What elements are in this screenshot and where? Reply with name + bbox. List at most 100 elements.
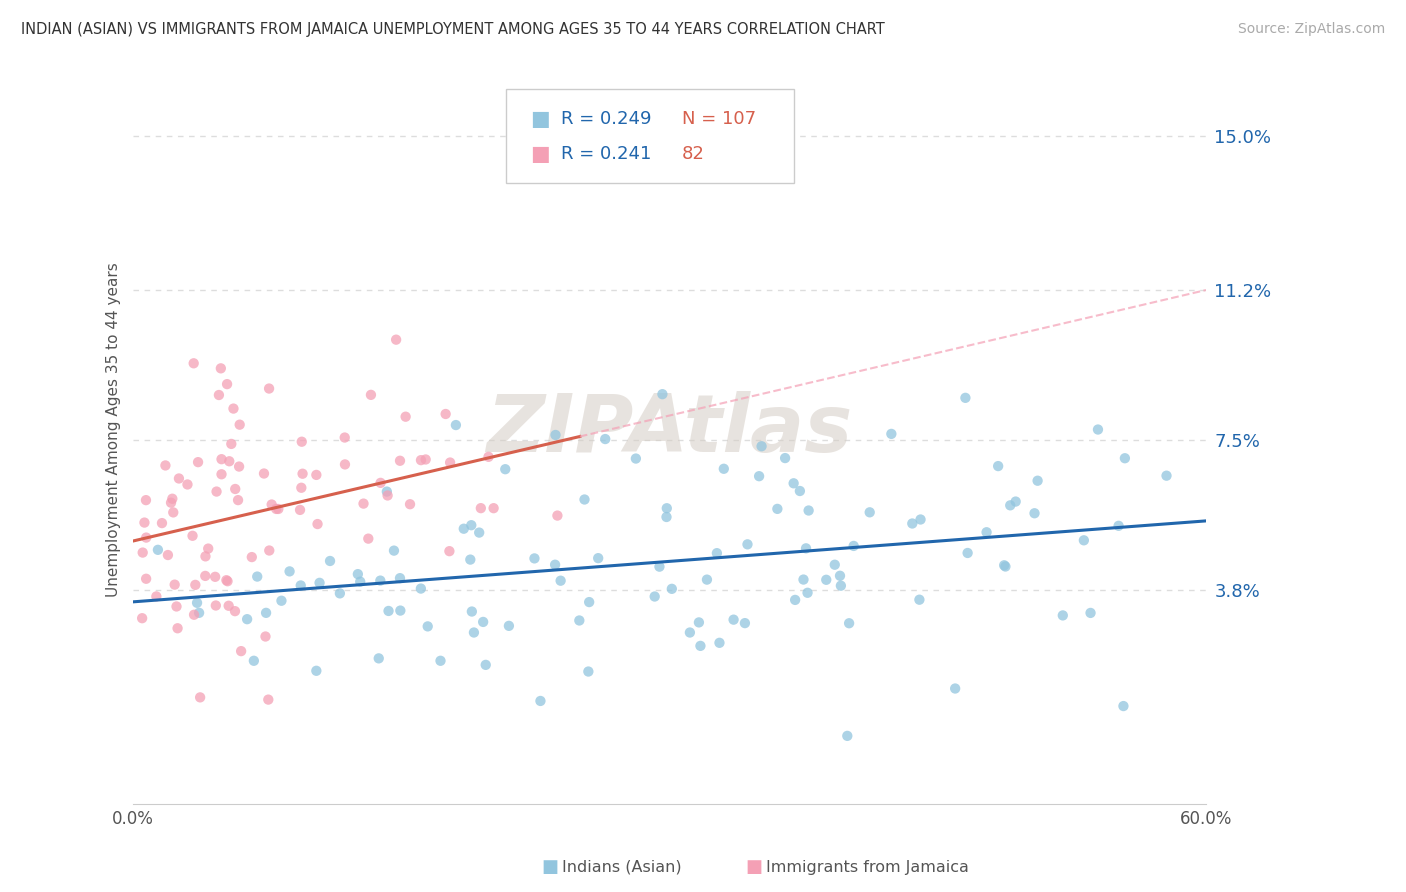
Point: [1052, 608, 1074, 623]
Point: [910, 512, 932, 526]
Point: [529, 694, 551, 708]
Point: [205, 484, 228, 499]
Point: [131, 611, 153, 625]
Point: [253, 467, 276, 481]
Point: [463, 625, 485, 640]
Point: [792, 573, 814, 587]
Point: [815, 573, 838, 587]
Point: [1073, 533, 1095, 548]
Point: [160, 496, 183, 510]
Point: [259, 543, 281, 558]
Point: [349, 574, 371, 589]
Point: [187, 455, 209, 469]
Text: R = 0.241: R = 0.241: [561, 145, 651, 163]
Point: [166, 621, 188, 635]
Point: [307, 517, 329, 532]
Point: [797, 503, 820, 517]
Point: [713, 462, 735, 476]
Point: [976, 525, 998, 540]
Point: [291, 467, 314, 481]
Point: [824, 558, 846, 572]
Point: [859, 505, 882, 519]
Point: [228, 459, 250, 474]
Point: [197, 541, 219, 556]
Point: [444, 418, 467, 433]
Text: ■: ■: [530, 109, 550, 128]
Point: [644, 590, 666, 604]
Point: [236, 612, 259, 626]
Point: [181, 529, 204, 543]
Point: [908, 592, 931, 607]
Point: [224, 482, 246, 496]
Point: [166, 599, 188, 614]
Point: [578, 595, 600, 609]
Point: [987, 459, 1010, 474]
Point: [319, 554, 342, 568]
Text: R = 0.249: R = 0.249: [561, 110, 651, 128]
Point: [377, 488, 399, 502]
Point: [734, 616, 756, 631]
Point: [439, 544, 461, 558]
Point: [544, 428, 567, 442]
Point: [224, 604, 246, 618]
Point: [254, 630, 277, 644]
Point: [468, 525, 491, 540]
Point: [254, 606, 277, 620]
Point: [782, 476, 804, 491]
Point: [785, 593, 807, 607]
Point: [830, 579, 852, 593]
Point: [229, 644, 252, 658]
Point: [194, 549, 217, 564]
Point: [308, 575, 330, 590]
Point: [460, 552, 482, 566]
Point: [377, 604, 399, 618]
Point: [176, 477, 198, 491]
Point: [290, 481, 312, 495]
Point: [1080, 606, 1102, 620]
Point: [205, 599, 228, 613]
Point: [243, 654, 266, 668]
Point: [1112, 699, 1135, 714]
Point: [461, 605, 484, 619]
Point: [838, 616, 860, 631]
Point: [1087, 423, 1109, 437]
Point: [264, 502, 287, 516]
Point: [709, 636, 731, 650]
Text: 82: 82: [682, 145, 704, 163]
Point: [651, 387, 673, 401]
Point: [394, 409, 416, 424]
Point: [388, 571, 411, 585]
Text: ■: ■: [745, 858, 762, 876]
Point: [240, 550, 263, 565]
Point: [1000, 499, 1022, 513]
Point: [624, 451, 647, 466]
Point: [150, 516, 173, 530]
Point: [429, 654, 451, 668]
Point: [215, 573, 238, 587]
Point: [409, 453, 432, 467]
Point: [796, 586, 818, 600]
Point: [217, 377, 239, 392]
Point: [737, 537, 759, 551]
Point: [367, 651, 389, 665]
Point: [204, 570, 226, 584]
Point: [260, 498, 283, 512]
Point: [278, 565, 301, 579]
Point: [544, 558, 567, 572]
Point: [901, 516, 924, 531]
Point: [477, 450, 499, 464]
Point: [482, 501, 505, 516]
Point: [167, 471, 190, 485]
Point: [155, 458, 177, 473]
Point: [399, 497, 422, 511]
Point: [955, 391, 977, 405]
Point: [353, 497, 375, 511]
Point: [388, 454, 411, 468]
Point: [994, 559, 1017, 574]
Point: [218, 599, 240, 613]
Point: [498, 619, 520, 633]
Point: [194, 569, 217, 583]
Text: ■: ■: [541, 858, 558, 876]
Point: [494, 462, 516, 476]
Point: [434, 407, 457, 421]
